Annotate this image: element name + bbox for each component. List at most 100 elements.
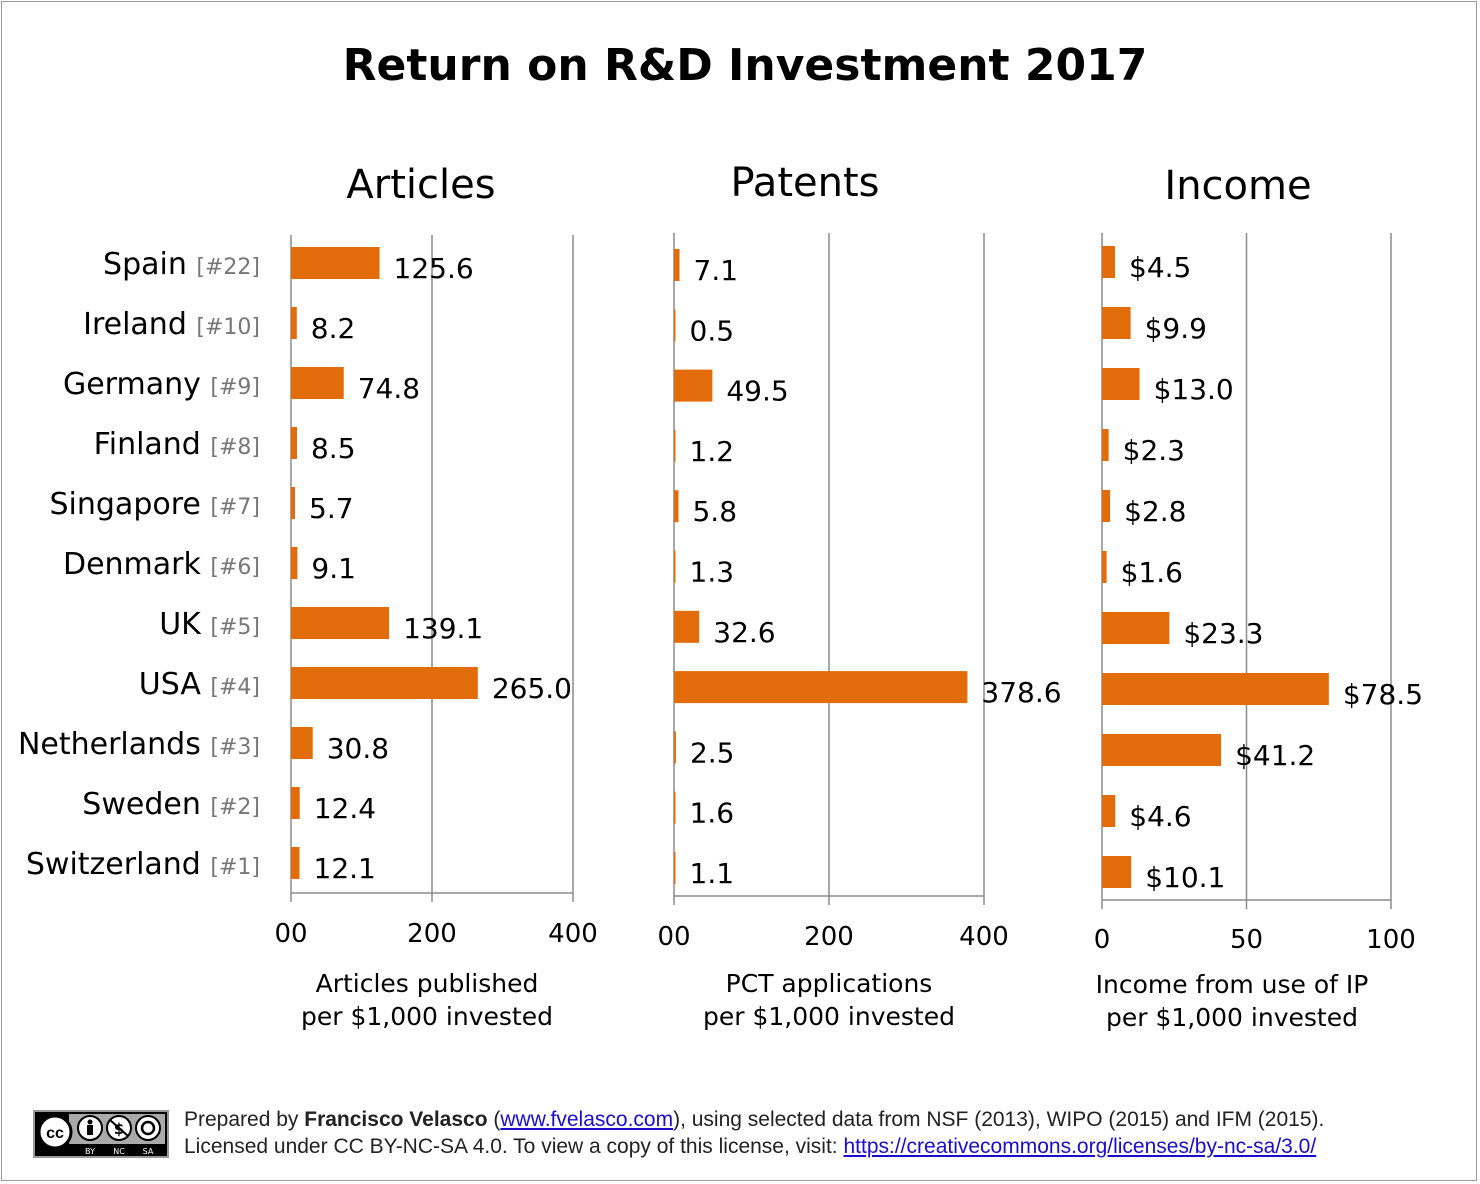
bar-singapore bbox=[291, 487, 296, 519]
panel-title: Patents bbox=[730, 160, 879, 206]
country-rank: [#10] bbox=[196, 315, 260, 340]
svg-text:NC: NC bbox=[113, 1147, 125, 1156]
bar-denmark bbox=[1102, 551, 1107, 583]
panel-title: Income bbox=[1164, 163, 1311, 209]
bar-finland bbox=[674, 429, 676, 462]
data-label: $13.0 bbox=[1154, 373, 1234, 406]
category-label: Switzerland [#1] bbox=[26, 847, 260, 882]
prepared-by-text: Prepared by bbox=[184, 1108, 305, 1131]
data-label: $78.5 bbox=[1343, 678, 1423, 711]
bar-denmark bbox=[674, 550, 676, 583]
country-name: Netherlands bbox=[18, 727, 210, 762]
data-label: 1.1 bbox=[690, 857, 735, 890]
data-label: 139.1 bbox=[403, 612, 483, 645]
bar-spain bbox=[1102, 246, 1116, 278]
data-label: $4.6 bbox=[1129, 800, 1191, 833]
author-website-link[interactable]: www.fvelasco.com bbox=[500, 1108, 674, 1131]
category-label: Ireland [#10] bbox=[83, 307, 260, 342]
bar-netherlands bbox=[674, 731, 676, 764]
country-name: Ireland bbox=[83, 307, 196, 342]
x-axis-label-line1: Articles published bbox=[316, 969, 539, 998]
category-label: Germany [#9] bbox=[63, 367, 260, 402]
cc-license-badge: cc $ BY NC SA bbox=[33, 1110, 169, 1158]
country-name: UK bbox=[159, 607, 210, 642]
bar-sweden bbox=[1102, 795, 1116, 827]
svg-text:BY: BY bbox=[85, 1147, 95, 1156]
cc-logo-icon: cc $ BY NC SA bbox=[35, 1112, 167, 1156]
data-label: $1.6 bbox=[1121, 556, 1183, 589]
category-label: Sweden [#2] bbox=[82, 787, 260, 822]
panel-title: Articles bbox=[346, 162, 495, 208]
footer-line-1: Prepared by Francisco Velasco (www.fvela… bbox=[184, 1106, 1324, 1133]
category-label: Finland [#8] bbox=[94, 427, 260, 462]
tick-label: 50 bbox=[1230, 925, 1263, 955]
country-rank: [#5] bbox=[210, 615, 260, 640]
bar-switzerland bbox=[1102, 856, 1132, 888]
data-label: 5.8 bbox=[692, 495, 737, 528]
bar-ireland bbox=[674, 309, 676, 342]
country-rank: [#9] bbox=[210, 375, 260, 400]
country-rank: [#6] bbox=[210, 555, 260, 580]
data-label: 9.1 bbox=[311, 552, 356, 585]
bar-usa bbox=[674, 671, 968, 704]
country-name: Spain bbox=[103, 247, 196, 282]
svg-text:SA: SA bbox=[143, 1147, 154, 1156]
category-label: Singapore [#7] bbox=[50, 487, 261, 522]
bar-uk bbox=[1102, 612, 1170, 644]
country-rank: [#7] bbox=[210, 495, 260, 520]
bar-sweden bbox=[291, 787, 300, 819]
category-label: UK [#5] bbox=[159, 607, 260, 642]
bar-finland bbox=[1102, 429, 1109, 461]
bar-finland bbox=[291, 427, 297, 459]
data-label: 49.5 bbox=[726, 375, 788, 408]
bar-germany bbox=[291, 367, 344, 399]
tick-label: 00 bbox=[657, 922, 690, 952]
license-link[interactable]: https://creativecommons.org/licenses/by-… bbox=[843, 1135, 1317, 1158]
country-name: USA bbox=[139, 667, 211, 702]
data-label: $10.1 bbox=[1145, 861, 1225, 894]
x-axis-label-line2: per $1,000 invested bbox=[703, 1002, 955, 1031]
country-rank: [#22] bbox=[196, 255, 260, 280]
tick-label: 200 bbox=[407, 919, 457, 949]
data-label: 1.3 bbox=[690, 556, 735, 589]
country-rank: [#1] bbox=[210, 855, 260, 880]
chart-title: Return on R&D Investment 2017 bbox=[343, 40, 1148, 91]
data-label: 12.1 bbox=[314, 852, 376, 885]
country-name: Singapore bbox=[50, 487, 211, 522]
tick-label: 400 bbox=[959, 922, 1009, 952]
svg-text:cc: cc bbox=[46, 1125, 64, 1142]
category-label: Spain [#22] bbox=[103, 247, 260, 282]
license-text: Licensed under CC BY-NC-SA 4.0. To view … bbox=[184, 1135, 844, 1158]
paren-text: ( bbox=[487, 1108, 501, 1131]
bar-sweden bbox=[674, 791, 676, 824]
data-label: 7.1 bbox=[694, 254, 739, 287]
country-rank: [#4] bbox=[210, 675, 260, 700]
data-label: 378.6 bbox=[981, 676, 1061, 709]
bar-denmark bbox=[291, 547, 298, 579]
bar-germany bbox=[674, 369, 713, 402]
bar-uk bbox=[674, 610, 700, 643]
bar-switzerland bbox=[674, 852, 676, 884]
bar-switzerland bbox=[291, 847, 300, 879]
data-label: 32.6 bbox=[713, 616, 775, 649]
country-name: Germany bbox=[63, 367, 210, 402]
country-name: Sweden bbox=[82, 787, 210, 822]
footer-line-2: Licensed under CC BY-NC-SA 4.0. To view … bbox=[184, 1133, 1324, 1160]
bar-spain bbox=[291, 247, 380, 279]
x-axis-label-line2: per $1,000 invested bbox=[301, 1002, 553, 1031]
author-name: Francisco Velasco bbox=[304, 1108, 488, 1131]
country-rank: [#8] bbox=[210, 435, 260, 460]
bar-usa bbox=[1102, 673, 1329, 705]
data-label: 12.4 bbox=[314, 792, 376, 825]
tick-label: 00 bbox=[274, 919, 307, 949]
sources-text: ), using selected data from NSF (2013), … bbox=[673, 1108, 1325, 1131]
bar-netherlands bbox=[291, 727, 313, 759]
data-label: $9.9 bbox=[1145, 312, 1207, 345]
tick-label: 200 bbox=[804, 922, 854, 952]
data-label: $23.3 bbox=[1183, 617, 1263, 650]
bar-spain bbox=[674, 249, 680, 281]
x-axis-label-line2: per $1,000 invested bbox=[1106, 1003, 1358, 1032]
x-axis-label-line1: PCT applications bbox=[726, 969, 933, 998]
